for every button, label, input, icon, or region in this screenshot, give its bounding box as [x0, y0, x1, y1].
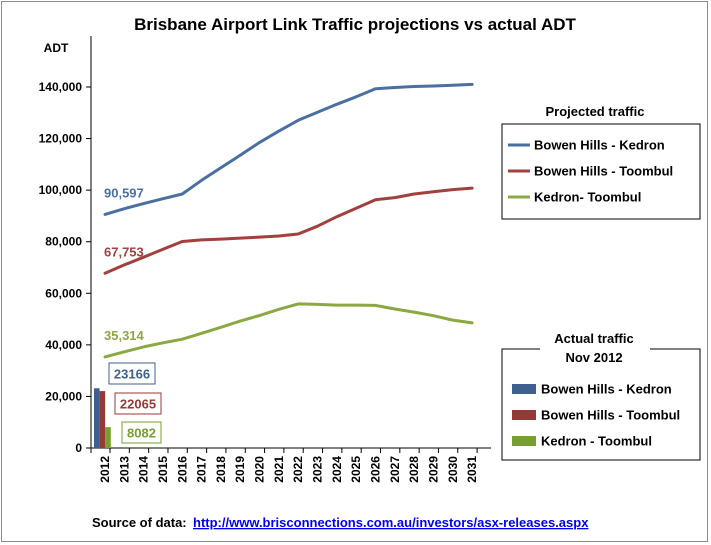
legend-item-label: Kedron - Toombul — [541, 434, 652, 449]
projected-legend-box — [501, 123, 701, 220]
y-tick-label: 20,000 — [45, 389, 82, 403]
x-tick-label: 2019 — [233, 456, 247, 483]
projected-legend-title: Projected traffic — [546, 104, 645, 119]
series-start-label: 67,753 — [104, 244, 144, 259]
series-start-label: 35,314 — [104, 328, 145, 343]
data-labels: 90,597 67,753 35,314 23166 22065 8082 — [104, 185, 162, 444]
y-tick-label: 60,000 — [45, 286, 82, 300]
x-tick-label: 2022 — [291, 456, 305, 483]
source-link[interactable]: http://www.brisconnections.com.au/invest… — [193, 515, 589, 530]
chart-title: Brisbane Airport Link Traffic projection… — [134, 15, 576, 34]
x-tick-label: 2021 — [272, 456, 286, 483]
y-tick-label: 120,000 — [39, 132, 83, 146]
actual-value-label: 8082 — [127, 426, 156, 441]
x-tick-label: 2027 — [388, 456, 402, 483]
legend-item-label: Bowen Hills - Kedron — [541, 382, 672, 397]
legend-item-label: Bowen Hills - Kedron — [534, 138, 665, 153]
y-tick-label: 100,000 — [39, 183, 83, 197]
projection-lines — [103, 82, 474, 359]
x-tick-label: 2028 — [407, 456, 421, 483]
x-tick-label: 2017 — [195, 456, 209, 483]
series-line — [103, 82, 474, 216]
actual-bars — [94, 388, 111, 448]
series-line — [103, 186, 474, 275]
x-tick-label: 2012 — [98, 456, 112, 483]
y-tick-label: 80,000 — [45, 235, 82, 249]
projected-legend-title-bg — [536, 101, 656, 121]
legend-item-label: Bowen Hills - Toombul — [534, 164, 673, 179]
actual-legend: Actual traffic Nov 2012 Bowen Hills - Ke… — [501, 325, 701, 461]
x-tick-label: 2025 — [349, 456, 363, 483]
x-tick-label: 2018 — [214, 456, 228, 483]
x-tick-label: 2026 — [368, 456, 382, 483]
x-tick-label: 2031 — [465, 456, 479, 483]
legend-bar-swatch — [512, 436, 536, 446]
actual-value-label: 23166 — [114, 367, 150, 382]
x-tick-label: 2020 — [253, 456, 267, 483]
x-tick-label: 2013 — [117, 456, 131, 483]
actual-legend-title-bg — [540, 325, 650, 367]
x-tick-label: 2015 — [156, 456, 170, 483]
x-tick-label: 2016 — [175, 456, 189, 483]
actual-value-label: 22065 — [120, 397, 156, 412]
axes: 0 20,000 40,000 60,000 80,000 100,000 120,000 1… — [39, 36, 491, 483]
x-tick-label: 2024 — [330, 456, 344, 483]
actual-value-box — [114, 392, 162, 415]
legend-bar-swatch — [512, 410, 536, 420]
y-tick-label: 0 — [75, 441, 82, 455]
actual-value-box — [121, 421, 162, 444]
series-start-label: 90,597 — [104, 185, 144, 200]
projected-legend: Projected traffic Bowen Hills - KedronBo… — [501, 101, 701, 220]
legend-item-label: Bowen Hills - Toombul — [541, 408, 680, 423]
projected-legend-items: Bowen Hills - Kedron Bowen Hills - Toombu… — [508, 138, 673, 205]
x-tick-label: 2014 — [137, 456, 151, 483]
x-tick-label: 2023 — [311, 456, 325, 483]
x-tick-label: 2029 — [426, 456, 440, 483]
x-tick-label: 2030 — [446, 456, 460, 483]
actual-bar — [105, 427, 111, 448]
legend-item-label: Kedron- Toombul — [534, 190, 641, 205]
actual-legend-subtitle: Nov 2012 — [565, 350, 622, 365]
y-tick-label: 140,000 — [39, 80, 83, 94]
legend-bar-swatch — [512, 384, 536, 394]
actual-bar — [94, 388, 100, 448]
actual-value-box — [108, 362, 156, 385]
actual-legend-items: Bowen Hills - Kedron Bowen Hills - Toombu… — [512, 382, 680, 449]
y-tick-label: 40,000 — [45, 338, 82, 352]
actual-legend-title: Actual traffic — [554, 331, 633, 346]
y-axis-label: ADT — [44, 41, 69, 55]
actual-bar — [99, 391, 106, 448]
series-line — [103, 302, 474, 359]
source-label: Source of data: — [92, 515, 187, 530]
